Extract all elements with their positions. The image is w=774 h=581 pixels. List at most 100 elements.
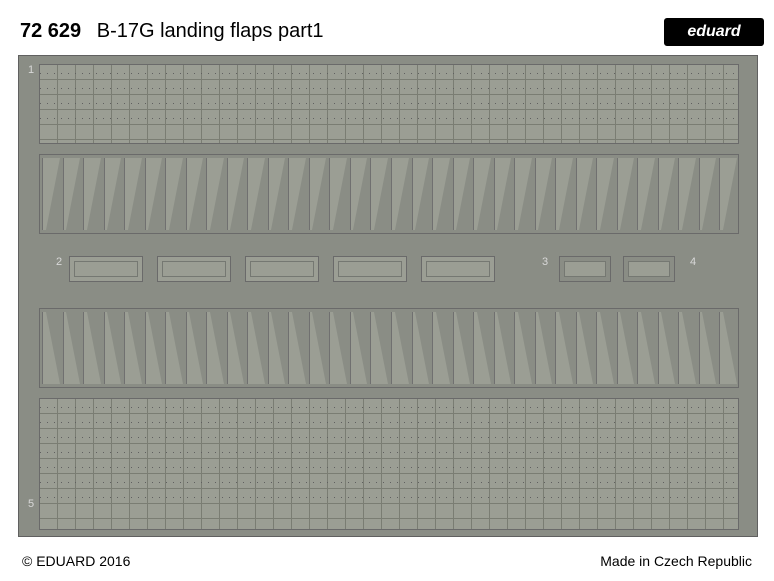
rib	[494, 312, 512, 384]
small-box-inner	[338, 261, 402, 277]
rib	[370, 312, 388, 384]
rib	[596, 158, 614, 230]
small-box	[333, 256, 407, 282]
rib	[329, 312, 347, 384]
tiny-box-inner	[564, 261, 606, 277]
rib	[227, 312, 245, 384]
small-box	[69, 256, 143, 282]
rib	[699, 312, 717, 384]
rib	[42, 312, 60, 384]
rib	[145, 158, 163, 230]
header-text: 72 629 B-17G landing flaps part1	[20, 20, 324, 43]
rib	[719, 312, 737, 384]
corrugation-pattern	[40, 399, 738, 529]
rivet-row	[40, 407, 738, 408]
rib	[617, 158, 635, 230]
small-box	[157, 256, 231, 282]
rib	[637, 158, 655, 230]
small-boxes-row	[69, 256, 495, 282]
rib	[555, 158, 573, 230]
small-box-inner	[250, 261, 314, 277]
photoetch-fret: 1 2 3 4 5	[18, 55, 758, 537]
rib	[309, 312, 327, 384]
rib	[268, 312, 286, 384]
tiny-box-inner	[628, 261, 670, 277]
rib	[453, 158, 471, 230]
rib	[596, 312, 614, 384]
rivet-row	[40, 103, 738, 104]
rib	[104, 312, 122, 384]
small-box-inner	[162, 261, 226, 277]
footer: © EDUARD 2016 Made in Czech Republic	[0, 553, 774, 569]
rib	[535, 312, 553, 384]
rib	[514, 158, 532, 230]
page-container: 72 629 B-17G landing flaps part1 eduard …	[0, 0, 774, 581]
rib	[63, 158, 81, 230]
rib	[206, 312, 224, 384]
rib	[124, 158, 142, 230]
rivet-row	[40, 467, 738, 468]
small-box	[421, 256, 495, 282]
rivet-row	[40, 118, 738, 119]
rib	[83, 158, 101, 230]
rib	[658, 158, 676, 230]
rib	[617, 312, 635, 384]
rib	[678, 312, 696, 384]
rib	[535, 158, 553, 230]
rib	[350, 312, 368, 384]
rib	[186, 158, 204, 230]
rib	[145, 312, 163, 384]
header: 72 629 B-17G landing flaps part1 eduard	[0, 10, 774, 52]
rib	[678, 158, 696, 230]
tiny-box	[559, 256, 611, 282]
part-label-3: 3	[539, 256, 551, 268]
rib	[309, 158, 327, 230]
product-title: B-17G landing flaps part1	[97, 20, 324, 42]
tiny-box	[623, 256, 675, 282]
rib	[206, 158, 224, 230]
rivet-row	[40, 437, 738, 438]
rib	[719, 158, 737, 230]
rib	[473, 158, 491, 230]
rib	[370, 158, 388, 230]
small-box	[245, 256, 319, 282]
corrugated-panel	[39, 398, 739, 530]
rib	[42, 158, 60, 230]
rib-strip	[39, 154, 739, 234]
part-number: 72 629	[20, 20, 81, 42]
part-label-4: 4	[687, 256, 699, 268]
rib	[350, 158, 368, 230]
rivet-row	[40, 73, 738, 74]
rivet-row	[40, 452, 738, 453]
rib	[576, 312, 594, 384]
rib	[432, 312, 450, 384]
rib	[473, 312, 491, 384]
rib	[699, 158, 717, 230]
rib	[63, 312, 81, 384]
rivet-row	[40, 422, 738, 423]
rib	[453, 312, 471, 384]
rib	[494, 158, 512, 230]
rib	[391, 158, 409, 230]
rib	[83, 312, 101, 384]
origin-text: Made in Czech Republic	[600, 553, 752, 569]
rib	[658, 312, 676, 384]
rib	[186, 312, 204, 384]
part-label-1: 1	[25, 64, 37, 76]
part-label-5: 5	[25, 498, 37, 510]
rib	[247, 158, 265, 230]
rib	[391, 312, 409, 384]
rivet-row	[40, 482, 738, 483]
rib	[412, 312, 430, 384]
rib	[576, 158, 594, 230]
rib	[412, 158, 430, 230]
rib	[124, 312, 142, 384]
corrugation-pattern	[40, 65, 738, 143]
small-box-inner	[74, 261, 138, 277]
rib	[288, 312, 306, 384]
rib	[227, 158, 245, 230]
rib	[329, 158, 347, 230]
rib	[165, 312, 183, 384]
small-box-inner	[426, 261, 490, 277]
rib	[514, 312, 532, 384]
